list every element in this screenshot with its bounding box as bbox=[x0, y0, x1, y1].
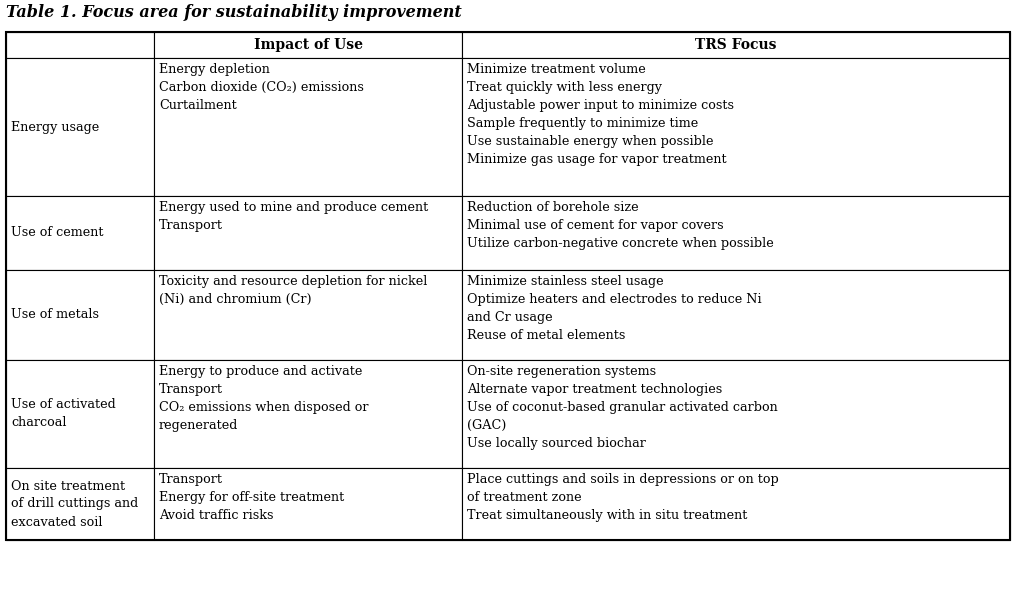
Bar bbox=[462, 360, 1010, 468]
Text: Reduction of borehole size
Minimal use of cement for vapor covers
Utilize carbon: Reduction of borehole size Minimal use o… bbox=[467, 201, 774, 250]
Text: TRS Focus: TRS Focus bbox=[695, 38, 777, 52]
Text: Impact of Use: Impact of Use bbox=[254, 38, 362, 52]
Bar bbox=[6, 32, 154, 58]
Text: Energy depletion
Carbon dioxide (CO₂) emissions
Curtailment: Energy depletion Carbon dioxide (CO₂) em… bbox=[159, 63, 364, 112]
Bar bbox=[6, 360, 154, 468]
Bar bbox=[154, 58, 462, 196]
Text: Toxicity and resource depletion for nickel
(Ni) and chromium (Cr): Toxicity and resource depletion for nick… bbox=[159, 275, 427, 306]
Text: Place cuttings and soils in depressions or on top
of treatment zone
Treat simult: Place cuttings and soils in depressions … bbox=[467, 473, 778, 522]
Text: Energy to produce and activate
Transport
CO₂ emissions when disposed or
regenera: Energy to produce and activate Transport… bbox=[159, 365, 369, 432]
Bar bbox=[6, 196, 154, 270]
Text: Use of metals: Use of metals bbox=[11, 309, 99, 322]
Bar bbox=[462, 196, 1010, 270]
Bar bbox=[6, 270, 154, 360]
Text: On site treatment
of drill cuttings and
excavated soil: On site treatment of drill cuttings and … bbox=[11, 479, 138, 528]
Bar bbox=[6, 32, 1010, 540]
Bar bbox=[462, 32, 1010, 58]
Text: On-site regeneration systems
Alternate vapor treatment technologies
Use of cocon: On-site regeneration systems Alternate v… bbox=[467, 365, 778, 450]
Text: Energy used to mine and produce cement
Transport: Energy used to mine and produce cement T… bbox=[159, 201, 428, 232]
Bar bbox=[154, 468, 462, 540]
Bar bbox=[154, 32, 462, 58]
Text: Energy usage: Energy usage bbox=[11, 121, 99, 134]
Text: Transport
Energy for off-site treatment
Avoid traffic risks: Transport Energy for off-site treatment … bbox=[159, 473, 344, 522]
Text: Minimize treatment volume
Treat quickly with less energy
Adjustable power input : Minimize treatment volume Treat quickly … bbox=[467, 63, 734, 166]
Text: Minimize stainless steel usage
Optimize heaters and electrodes to reduce Ni
and : Minimize stainless steel usage Optimize … bbox=[467, 275, 762, 342]
Bar bbox=[6, 58, 154, 196]
Bar bbox=[154, 270, 462, 360]
Text: Use of activated
charcoal: Use of activated charcoal bbox=[11, 399, 116, 429]
Text: Table 1. Focus area for sustainability improvement: Table 1. Focus area for sustainability i… bbox=[6, 4, 462, 21]
Text: Use of cement: Use of cement bbox=[11, 227, 103, 240]
Bar bbox=[462, 58, 1010, 196]
Bar bbox=[462, 270, 1010, 360]
Bar bbox=[154, 196, 462, 270]
Bar bbox=[6, 468, 154, 540]
Bar bbox=[154, 360, 462, 468]
Bar bbox=[462, 468, 1010, 540]
